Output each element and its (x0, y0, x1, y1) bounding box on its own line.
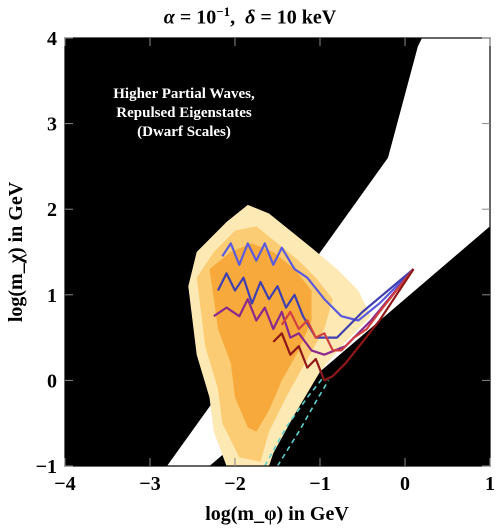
series-curve-6 (264, 375, 325, 467)
y-tick-label: 2 (47, 199, 57, 221)
alpha-equals: = 10 (174, 6, 217, 29)
annotation-2-line: Small ε_φ (394, 347, 458, 363)
y-axis-label: log(m_χ) in GeV (5, 181, 27, 322)
alpha-exponent: −1 (216, 4, 231, 19)
series-curve-5 (272, 268, 415, 382)
y-tick-label: 1 (47, 285, 57, 307)
x-tick-label: 0 (400, 473, 410, 495)
regions-layer (65, 38, 490, 466)
x-tick-label: −4 (54, 473, 75, 495)
y-tick-label: 0 (47, 370, 57, 392)
delta-equals: = 10 keV (255, 6, 337, 29)
annotation-1-line: Higher Partial Waves, (113, 86, 255, 102)
series-curve-7 (276, 379, 330, 467)
delta-symbol: δ (245, 6, 256, 29)
chart-title: α = 10−1, δ = 10 keV (0, 4, 500, 30)
series-curve-4 (280, 268, 415, 352)
plot-frame (64, 37, 491, 467)
x-tick-label: −1 (309, 473, 330, 495)
x-tick-label: 1 (485, 473, 495, 495)
annotation-1-line: (Dwarf Scales) (137, 124, 231, 140)
ticks-layer: −4 −3 −2 −1 0 1 −1 0 1 2 3 4 (36, 28, 495, 495)
y-tick-label: 3 (47, 114, 57, 136)
annotation-1-line: Repulsed Eigenstates (116, 105, 252, 121)
series-layer (213, 242, 415, 467)
annotations-layer: Higher Partial Waves, Repulsed Eigenstate… (113, 86, 476, 401)
annotation-2-line: Approximation (377, 366, 476, 382)
series-curve-3 (213, 268, 415, 356)
alpha-symbol: α (163, 6, 175, 29)
annotation-2-line: Breaks Down (383, 385, 470, 401)
series-curve-1 (221, 242, 415, 322)
x-tick-label: −3 (139, 473, 160, 495)
title-separator: , (230, 6, 246, 29)
series-curve-2 (217, 268, 415, 339)
y-tick-label: −1 (36, 456, 57, 478)
x-axis-label: log(m_φ) in GeV (205, 503, 349, 525)
y-tick-label: 4 (47, 28, 57, 50)
x-tick-label: −2 (224, 473, 245, 495)
